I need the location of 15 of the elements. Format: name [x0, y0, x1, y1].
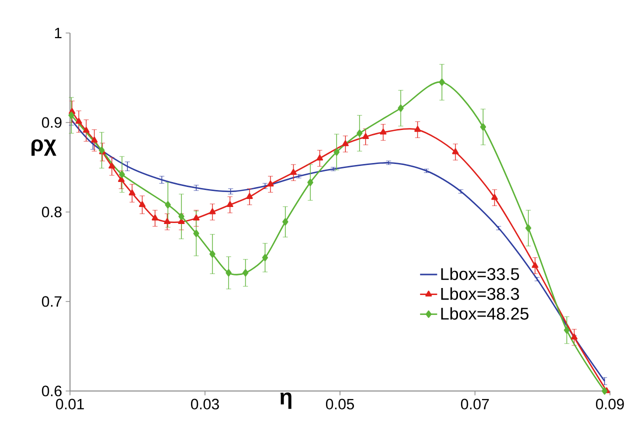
legend-label: Lbox=38.3 — [441, 287, 519, 300]
legend-label: Lbox=33.5 — [441, 268, 520, 280]
y-tick-label: 0.6 — [42, 386, 62, 396]
x-tick-label: 0.05 — [326, 398, 354, 410]
y-tick-label: 0.8 — [42, 206, 62, 218]
y-tick-label: 1 — [55, 28, 62, 38]
x-tick-label: 0.09 — [596, 398, 624, 410]
y-axis-title: ρχ — [32, 139, 56, 156]
x-tick-label: 0.01 — [56, 398, 84, 410]
legend-label: Lbox=48.25 — [441, 307, 528, 320]
y-tick-label: 0.7 — [42, 296, 62, 307]
x-tick-label: 0.07 — [460, 398, 489, 410]
x-axis-title: η — [280, 392, 292, 409]
x-tick-label: 0.03 — [190, 398, 219, 410]
y-tick-label: 0.9 — [42, 117, 62, 128]
